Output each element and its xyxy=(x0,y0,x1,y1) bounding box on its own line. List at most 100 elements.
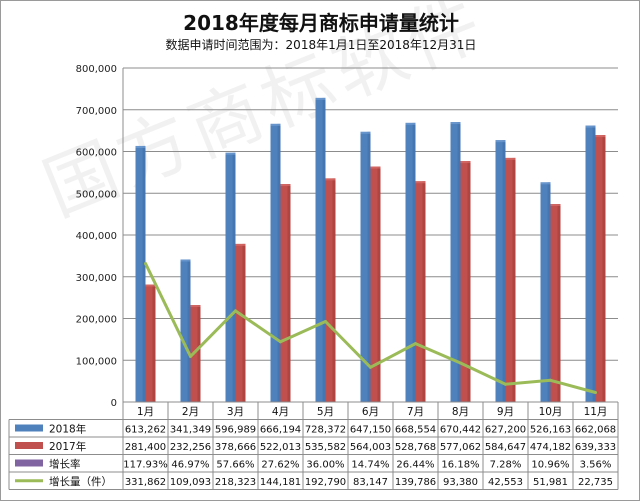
x-category-label: 10月 xyxy=(539,406,563,418)
bar-shade xyxy=(557,204,561,402)
bar-top xyxy=(585,125,596,128)
data-label: 14.74% xyxy=(351,460,389,471)
x-category-label: 5月 xyxy=(317,406,334,418)
data-label: 535,582 xyxy=(305,442,346,453)
bar-series-1 xyxy=(360,131,371,402)
bar-shade xyxy=(467,161,471,402)
bar-shade xyxy=(287,184,291,402)
legend-key-swatch xyxy=(15,459,43,467)
bar-series-1 xyxy=(405,122,416,402)
data-label: 341,349 xyxy=(170,425,211,436)
data-label: 666,194 xyxy=(260,425,301,436)
bar-shade xyxy=(277,123,281,402)
bar-shade xyxy=(422,181,426,402)
y-tick-label: 100,000 xyxy=(76,356,117,367)
legend-key-swatch xyxy=(15,424,43,432)
bar-top xyxy=(235,243,246,246)
data-label: 7.28% xyxy=(490,460,522,471)
bar-top xyxy=(325,178,336,181)
bar-top xyxy=(405,122,416,125)
legend-label: 2018年 xyxy=(49,423,86,436)
bar-series-2 xyxy=(460,161,471,402)
y-tick-label: 800,000 xyxy=(76,64,117,75)
data-label: 16.18% xyxy=(441,460,479,471)
bar-top xyxy=(415,181,426,184)
data-label: 83,147 xyxy=(353,477,388,488)
bar-series-2 xyxy=(415,181,426,402)
bar-shade xyxy=(197,305,201,402)
data-label: 627,200 xyxy=(485,425,526,436)
data-label: 596,989 xyxy=(215,425,256,436)
data-label: 144,181 xyxy=(260,477,301,488)
bar-series-1 xyxy=(450,122,461,403)
y-tick-label: 700,000 xyxy=(76,106,117,117)
line-point xyxy=(459,361,462,365)
line-point xyxy=(144,261,147,265)
line-point xyxy=(504,382,507,386)
bar-series-1 xyxy=(495,140,506,403)
bar-top xyxy=(595,135,606,138)
bar-top xyxy=(190,305,201,308)
x-category-label: 3月 xyxy=(227,406,244,418)
bar-series-2 xyxy=(325,178,336,402)
bar-shade xyxy=(142,145,146,402)
data-label: 331,862 xyxy=(125,477,166,488)
bar-shade xyxy=(512,157,516,402)
bar-series-2 xyxy=(550,204,561,402)
bar-shade xyxy=(502,140,506,403)
chart-subtitle: 数据申请时间范围为：2018年1月1日至2018年12月31日 xyxy=(165,38,477,52)
bar-top xyxy=(495,140,506,143)
data-label: 474,182 xyxy=(530,442,571,453)
data-label: 57.66% xyxy=(216,460,254,471)
bar-series-2 xyxy=(370,166,381,402)
y-tick-label: 200,000 xyxy=(76,315,117,326)
bar-top xyxy=(180,259,191,262)
y-tick-label: 500,000 xyxy=(76,189,117,200)
data-label: 27.62% xyxy=(261,460,299,471)
legend-key-swatch xyxy=(15,442,43,449)
line-point xyxy=(279,340,282,344)
data-label: 42,553 xyxy=(488,477,523,488)
x-category-label: 11月 xyxy=(584,406,608,418)
x-category-label: 6月 xyxy=(362,406,379,418)
bar-shade xyxy=(242,243,246,402)
bar-series-2 xyxy=(145,284,156,402)
bar-shade xyxy=(592,125,596,402)
bar-top xyxy=(360,131,371,134)
bar-top xyxy=(315,97,326,100)
bar-shade xyxy=(367,131,371,402)
data-label: 281,400 xyxy=(125,442,166,453)
bar-series-1 xyxy=(270,123,281,402)
data-label: 26.44% xyxy=(396,460,434,471)
legend-label: 2017年 xyxy=(49,440,86,453)
y-tick-label: 300,000 xyxy=(76,273,117,284)
x-category-label: 9月 xyxy=(497,406,514,418)
bar-series-2 xyxy=(280,184,291,402)
data-label: 528,768 xyxy=(395,442,436,453)
data-label: 577,062 xyxy=(440,442,481,453)
data-label: 728,372 xyxy=(305,425,346,436)
data-label: 232,256 xyxy=(170,442,211,453)
data-label: 218,323 xyxy=(215,477,256,488)
data-label: 192,790 xyxy=(305,477,346,488)
bar-series-1 xyxy=(315,97,326,402)
data-label: 613,262 xyxy=(125,425,166,436)
chart-title: 2018年度每月商标申请量统计 xyxy=(183,11,459,35)
bar-series-2 xyxy=(595,135,606,402)
data-label: 584,647 xyxy=(485,442,526,453)
bar-top xyxy=(270,123,281,126)
data-label: 526,163 xyxy=(530,425,571,436)
data-label: 109,093 xyxy=(170,477,211,488)
bar-top xyxy=(135,145,146,148)
legend-label: 增长量（件） xyxy=(49,475,112,488)
x-category-label: 8月 xyxy=(452,406,469,418)
bar-shade xyxy=(152,284,156,402)
data-label: 93,380 xyxy=(443,477,478,488)
data-label: 378,666 xyxy=(215,442,256,453)
line-point xyxy=(414,342,417,346)
bar-top xyxy=(450,122,461,125)
bar-top xyxy=(225,152,236,155)
x-category-label: 7月 xyxy=(407,406,424,418)
bar-series-1 xyxy=(585,125,596,402)
